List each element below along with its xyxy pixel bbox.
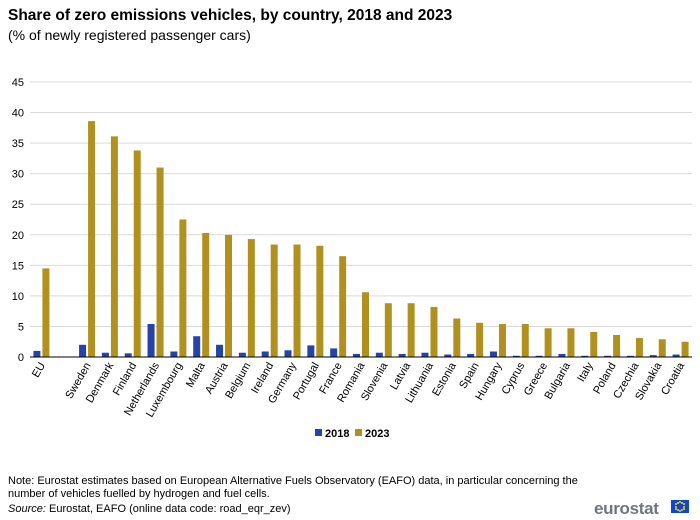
chart-title: Share of zero emissions vehicles, by cou… — [8, 7, 453, 24]
bar-2023 — [681, 341, 689, 357]
bar-2018 — [398, 353, 406, 357]
bar-2018 — [444, 354, 452, 357]
bar-2023 — [498, 324, 506, 357]
bar-2023 — [521, 324, 529, 357]
bar-2023 — [179, 219, 187, 357]
bar-2018 — [421, 352, 429, 357]
bar-2023 — [613, 335, 621, 357]
bar-2023 — [544, 328, 552, 357]
bar-2018 — [375, 352, 383, 357]
bar-2018 — [147, 324, 155, 357]
bar-2018 — [353, 353, 360, 357]
y-tick-label: 10 — [12, 291, 24, 303]
y-tick-label: 0 — [18, 352, 24, 364]
bar-2018 — [558, 353, 566, 357]
bar-2018 — [307, 345, 315, 357]
flag-star — [675, 507, 678, 510]
bar-2023 — [42, 268, 50, 357]
bar-2018 — [33, 350, 41, 357]
bar-2023 — [110, 136, 118, 357]
legend-swatch-2023 — [355, 429, 362, 436]
legend-label-2023: 2023 — [365, 428, 389, 440]
flag-star — [676, 509, 679, 512]
bar-2023 — [590, 331, 598, 357]
x-tick-label: Spain — [457, 361, 481, 391]
y-tick-label: 25 — [12, 199, 24, 211]
bar-2023 — [362, 292, 369, 357]
x-tick-label: Estonia — [430, 360, 459, 399]
flag-star — [682, 503, 685, 506]
bar-2023 — [133, 150, 141, 357]
bar-2018 — [649, 355, 657, 357]
chart-source: Source: Eurostat, EAFO (online data code… — [8, 503, 291, 515]
bar-2018 — [261, 351, 269, 357]
chart-subtitle: (% of newly registered passenger cars) — [8, 27, 251, 43]
legend-label-2018: 2018 — [325, 428, 349, 440]
bar-2018 — [124, 353, 132, 357]
bar-2023 — [384, 303, 392, 357]
flag-star — [675, 503, 678, 506]
flag-star — [681, 501, 684, 504]
bar-2023 — [567, 328, 575, 357]
bar-2018 — [467, 353, 475, 357]
flag-star — [674, 505, 677, 508]
bar-2018 — [193, 336, 201, 357]
flag-star — [681, 509, 684, 512]
y-tick-label: 15 — [12, 260, 24, 272]
bar-2023 — [339, 256, 347, 357]
flag-star — [676, 501, 679, 504]
bar-2018 — [238, 352, 246, 357]
source-label: Source: — [8, 503, 46, 515]
source-text: Eurostat, EAFO (online data code: road_e… — [48, 503, 291, 515]
bar-2023 — [453, 318, 461, 357]
bar-2018 — [512, 355, 520, 357]
x-tick-label: Italy — [575, 360, 596, 384]
bar-2023 — [635, 338, 643, 357]
flag-star — [682, 507, 685, 510]
bar-2023 — [88, 121, 96, 357]
bar-2018 — [626, 355, 634, 357]
bar-2023 — [156, 167, 164, 357]
bar-2018 — [489, 351, 497, 357]
bar-2023 — [430, 306, 438, 357]
y-tick-label: 20 — [12, 230, 24, 242]
y-tick-label: 30 — [12, 169, 24, 181]
bar-2018 — [581, 355, 589, 357]
bar-2023 — [476, 322, 484, 357]
flag-star — [679, 501, 681, 504]
bar-2023 — [225, 234, 233, 357]
y-tick-label: 35 — [12, 138, 24, 150]
bar-2018 — [216, 344, 224, 357]
bar-2018 — [330, 348, 338, 357]
chart-note: Note: Eurostat estimates based on Europe… — [8, 475, 578, 500]
bar-2023 — [407, 303, 415, 357]
bar-2018 — [284, 350, 292, 357]
bar-2023 — [658, 339, 666, 357]
bar-2018 — [672, 354, 680, 357]
bar-2023 — [293, 244, 301, 357]
legend-swatch-2018 — [315, 429, 322, 436]
x-tick-label: EU — [30, 360, 48, 379]
x-tick-label: Malta — [184, 360, 208, 390]
bar-2018 — [604, 355, 612, 357]
eurostat-logo: eurostat — [594, 499, 659, 518]
bar-2023 — [202, 232, 210, 357]
bar-2018 — [79, 344, 87, 357]
bar-2018 — [535, 355, 543, 357]
bar-2018 — [170, 351, 178, 357]
x-tick-label: Croatia — [659, 360, 688, 397]
bar-2018 — [101, 352, 109, 357]
y-tick-label: 5 — [18, 321, 24, 333]
y-tick-label: 45 — [12, 77, 24, 89]
bar-2023 — [247, 239, 255, 357]
eu-flag-icon — [671, 500, 689, 513]
y-tick-label: 40 — [12, 108, 24, 120]
bar-2023 — [316, 245, 324, 357]
flag-star — [679, 509, 681, 512]
flag-star — [683, 505, 686, 508]
bar-2023 — [270, 244, 278, 357]
